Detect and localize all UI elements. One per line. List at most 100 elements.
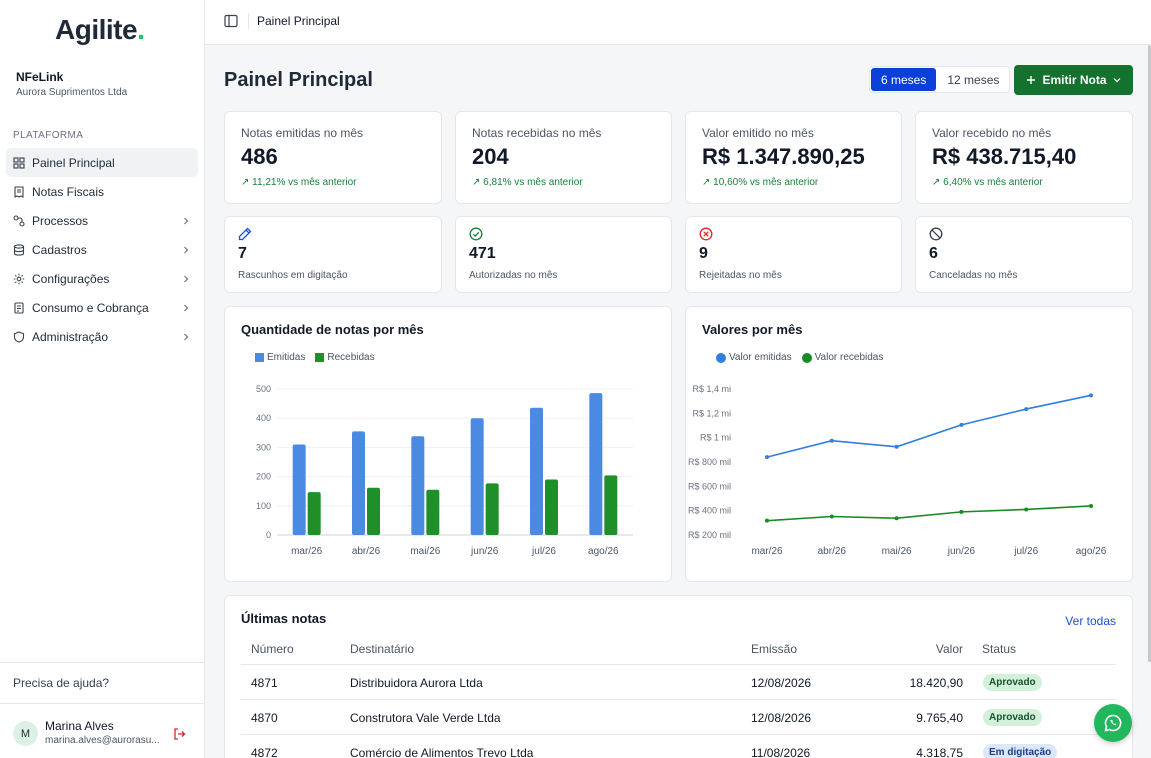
y-tick-label: 400 [256, 413, 271, 423]
chart-card-quantidade: Quantidade de notas por mês Emitidas Rec… [224, 306, 672, 582]
sidebar-item-cadastros[interactable]: Cadastros [6, 235, 198, 264]
chart-legend: Emitidas Recebidas [255, 352, 375, 363]
stat-value: 204 [472, 144, 509, 169]
chevron-down-icon [1113, 78, 1120, 83]
data-point [1024, 407, 1029, 412]
column-header-destinatario[interactable]: Destinatário [350, 642, 415, 656]
bar-recebidas [367, 487, 380, 535]
period-6-months-button[interactable]: 6 meses [871, 68, 937, 91]
column-header-numero[interactable]: Número [251, 642, 294, 656]
org-name: NFeLink [16, 70, 64, 84]
status-card-rascunhos[interactable]: 7 Rascunhos em digitação [224, 216, 442, 293]
sidebar-toggle-icon[interactable] [224, 14, 238, 28]
scrollbar[interactable] [1148, 45, 1151, 662]
status-card-rejeitadas[interactable]: 9 Rejeitadas no mês [685, 216, 902, 293]
column-header-valor[interactable]: Valor [935, 642, 963, 656]
status-card-canceladas[interactable]: 6 Canceladas no mês [915, 216, 1133, 293]
chart-card-valores: Valores por mês Valor emitidas Valor rec… [685, 306, 1133, 582]
x-tick-label: jul/26 [531, 546, 556, 557]
status-badge: Em digitação [983, 744, 1058, 758]
x-tick-label: mar/26 [291, 546, 323, 557]
period-12-months-button[interactable]: 12 meses [947, 72, 1000, 87]
topbar-divider [248, 13, 249, 29]
emit-note-label: Emitir Nota [1042, 73, 1107, 87]
y-tick-label: R$ 800 mil [688, 457, 731, 467]
sidebar-section-label: PLATAFORMA [13, 130, 84, 141]
breadcrumb[interactable]: Painel Principal [257, 14, 340, 28]
bar-emitidas [411, 436, 425, 535]
data-point [765, 455, 769, 460]
table-divider [241, 734, 1116, 735]
cell-valor: 9.765,40 [916, 711, 963, 725]
y-tick-label: R$ 200 mil [688, 530, 731, 540]
legend-swatch [315, 353, 325, 362]
chart-legend: Valor emitidas Valor recebidas [716, 352, 883, 363]
stat-value: R$ 1.347.890,25 [702, 144, 865, 169]
cell-emissao: 12/08/2026 [751, 711, 812, 725]
y-tick-label: R$ 400 mil [688, 506, 731, 516]
sidebar-item-painel-principal[interactable]: Painel Principal [6, 148, 198, 177]
gear-icon [13, 273, 25, 285]
legend-item-valor-recebidas[interactable]: Valor recebidas [801, 352, 883, 363]
bar-recebidas [545, 479, 558, 535]
stat-card-valor-recebido: Valor recebido no mês R$ 438.715,40 ↗ 6,… [915, 111, 1133, 204]
y-tick-label: R$ 1,2 mi [692, 408, 731, 418]
status-label: Autorizadas no mês [469, 270, 558, 281]
data-point [1024, 507, 1029, 512]
period-selector: 6 meses 12 meses [869, 66, 1011, 93]
x-tick-label: abr/26 [818, 546, 847, 557]
line-chart: R$ 1,4 mi R$ 1,2 mi R$ 1 mi R$ 800 mil R$ 60… [688, 384, 1107, 557]
bar-emitidas [470, 418, 484, 535]
check-circle-icon [469, 227, 483, 241]
stat-card-notas-recebidas: Notas recebidas no mês 204 ↗ 6,81% vs mê… [455, 111, 672, 204]
dashboard-icon [13, 156, 25, 169]
bar-recebidas [485, 483, 499, 535]
sidebar-nav: Painel Principal Notas Fiscais Processos… [6, 148, 198, 351]
bar-emitidas [530, 407, 543, 535]
sidebar-item-notas-fiscais[interactable]: Notas Fiscais [6, 177, 198, 206]
emit-note-button[interactable]: Emitir Nota [1014, 65, 1133, 95]
trend-up-icon: ↗ [702, 177, 714, 188]
sidebar-item-processos[interactable]: Processos [6, 206, 198, 235]
trend-up-icon: ↗ [472, 177, 484, 188]
bar-recebidas [307, 492, 321, 535]
org-company: Aurora Suprimentos Ltda [16, 87, 128, 98]
legend-item-recebidas[interactable]: Recebidas [315, 352, 375, 363]
data-point [1089, 503, 1093, 508]
legend-item-emitidas[interactable]: Emitidas [255, 352, 305, 363]
status-card-autorizadas[interactable]: 471 Autorizadas no mês [455, 216, 672, 293]
sidebar-item-configuracoes[interactable]: Configurações [6, 264, 198, 293]
series-line-valor-emitidas [766, 394, 1092, 458]
brand-logo[interactable]: Agilite. [55, 14, 145, 45]
workflow-icon [13, 214, 25, 227]
chevron-right-icon [184, 333, 189, 340]
status-value: 471 [469, 245, 496, 262]
help-link[interactable]: Precisa de ajuda? [0, 662, 204, 703]
stat-label: Valor recebido no mês [932, 126, 1052, 140]
status-value: 9 [699, 245, 708, 262]
sidebar-item-administracao[interactable]: Administração [6, 322, 198, 351]
plus-icon [1027, 76, 1036, 84]
stat-label: Notas recebidas no mês [472, 126, 602, 140]
legend-item-valor-emitidas[interactable]: Valor emitidas [716, 352, 792, 363]
whatsapp-chat-button[interactable] [1094, 704, 1132, 742]
sidebar-item-consumo-cobranca[interactable]: Consumo e Cobrança [6, 293, 198, 322]
stat-delta: ↗ 11,21% vs mês anterior [241, 177, 357, 188]
chevron-right-icon [184, 304, 189, 311]
logout-icon[interactable] [172, 727, 186, 741]
bar-recebidas [604, 475, 618, 535]
status-label: Rejeitadas no mês [699, 270, 782, 281]
series-line-valor-recebidas [766, 505, 1092, 522]
billing-icon [13, 301, 25, 314]
see-all-link[interactable]: Ver todas [1065, 614, 1116, 628]
cell-emissao: 12/08/2026 [751, 676, 812, 690]
user-menu[interactable]: M Marina Alves marina.alves@aurorasu... [0, 703, 204, 758]
whatsapp-icon [1104, 714, 1122, 732]
data-point [829, 514, 834, 519]
column-header-status[interactable]: Status [982, 642, 1017, 656]
stat-delta: ↗ 6,81% vs mês anterior [472, 177, 583, 188]
sidebar-item-label: Consumo e Cobrança [32, 300, 149, 315]
column-header-emissao[interactable]: Emissão [751, 642, 798, 656]
chevron-right-icon [184, 217, 189, 224]
cell-destinatario: Comércio de Alimentos Trevo Ltda [350, 746, 534, 758]
